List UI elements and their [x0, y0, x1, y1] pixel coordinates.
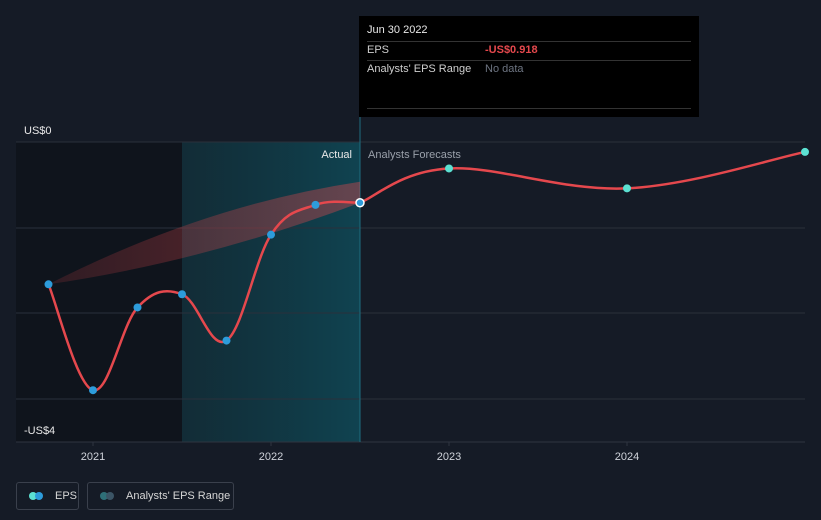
x-tick-label: 2024 [615, 451, 639, 463]
legend-eps-range[interactable]: Analysts' EPS Range [87, 482, 234, 510]
actual-label: Actual [321, 149, 352, 161]
legend-range-label: Analysts' EPS Range [126, 490, 231, 502]
tooltip-eps-label: EPS [367, 44, 390, 56]
eps-range-legend-icon [100, 492, 118, 500]
tooltip-eps-value: -US$0.918 [485, 44, 538, 56]
eps-point [178, 290, 186, 299]
legend-eps-label: EPS [55, 490, 78, 502]
eps-point [801, 147, 809, 156]
x-tick-label: 2022 [259, 451, 283, 463]
eps-point [222, 336, 231, 345]
tooltip-row-range: Analysts' EPS Range No data [367, 60, 691, 79]
y-label-top: US$0 [24, 125, 52, 137]
eps-point [623, 184, 631, 193]
x-tick-label: 2023 [437, 451, 461, 463]
tooltip-range-value: No data [485, 63, 524, 75]
tooltip-divider [367, 108, 691, 109]
eps-point [89, 386, 97, 395]
x-tick-label: 2021 [81, 451, 105, 463]
y-label-bottom: -US$4 [24, 425, 55, 437]
forecast-label: Analysts Forecasts [368, 149, 461, 161]
eps-range-band [48, 181, 360, 285]
eps-point [267, 230, 275, 239]
eps-point [133, 303, 142, 312]
eps-line-forecast [358, 150, 807, 205]
tooltip-row-eps: EPS -US$0.918 [367, 41, 691, 60]
legend-eps[interactable]: EPS [16, 482, 79, 510]
eps-point [445, 164, 453, 173]
tooltip: Jun 30 2022 EPS -US$0.918 Analysts' EPS … [359, 16, 699, 117]
eps-legend-icon [29, 492, 47, 500]
past-region [16, 142, 182, 442]
eps-point [44, 280, 53, 289]
eps-point-current [355, 198, 365, 208]
tooltip-date: Jun 30 2022 [367, 24, 428, 36]
tooltip-range-label: Analysts' EPS Range [367, 63, 472, 75]
eps-point [311, 200, 320, 209]
